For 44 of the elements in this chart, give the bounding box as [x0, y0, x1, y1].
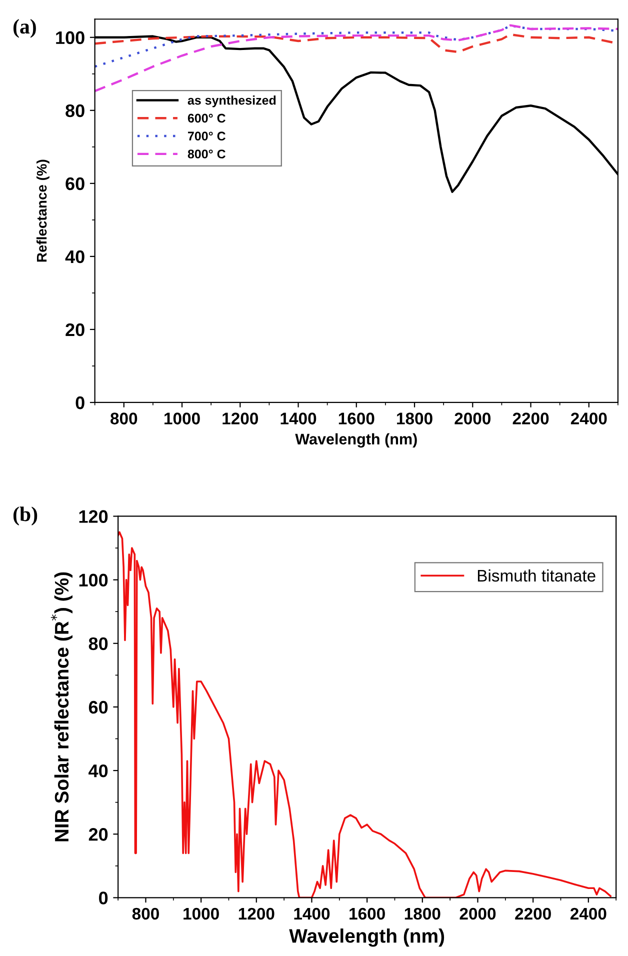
text: (b) [13, 506, 38, 526]
legend-label: 700° C [188, 132, 226, 141]
x-tick-label: 1600 [338, 412, 374, 424]
y-tick-label: 60 [88, 700, 108, 714]
x-tick-label: 1000 [164, 412, 200, 424]
y-tick-label: 60 [66, 177, 84, 190]
x-tick-label: 1000 [184, 908, 219, 920]
y-tick-label: 0 [76, 396, 84, 410]
y-tick-label: 20 [88, 828, 108, 841]
x-tick-label: 2200 [512, 412, 549, 424]
y-tick-label: 100 [56, 31, 84, 44]
x-axis-title: Wavelength (nm) [295, 433, 417, 448]
x-tick-label: 1600 [350, 908, 385, 920]
legend-label: as synthesized [188, 96, 276, 108]
y-axis-title: NIR Solar reflectance (R$^{*}$) (%) [50, 572, 72, 842]
legend-label: 600° C [188, 114, 226, 123]
line-series [118, 531, 612, 898]
x-tick-label: 1200 [238, 908, 274, 920]
y-tick-label: 80 [66, 104, 84, 118]
x-axis-title: Wavelength (nm) [289, 928, 444, 947]
y-tick-label: 100 [79, 574, 108, 587]
y-axis-title: Reflectance (%) [36, 160, 50, 262]
y-tick-label: 40 [88, 764, 108, 778]
x-tick-label: 1800 [404, 908, 440, 920]
legend-label: Bismuth titanate [478, 569, 596, 582]
x-tick-label: 2200 [515, 908, 551, 920]
legend-label: 800° C [188, 150, 226, 158]
x-tick-label: 1800 [397, 412, 432, 424]
y-tick-label: 80 [88, 637, 108, 650]
x-tick-label: 1400 [280, 412, 316, 424]
line-series [94, 24, 618, 92]
x-tick-label: 1200 [222, 412, 258, 424]
x-tick-label: 2400 [570, 908, 606, 920]
y-tick-label: 0 [99, 892, 108, 904]
x-tick-label: 1400 [294, 908, 330, 920]
x-tick-label: 800 [132, 908, 159, 920]
x-tick-label: 800 [110, 412, 138, 424]
y-tick-label: 120 [79, 510, 108, 523]
x-tick-label: 2400 [570, 412, 607, 424]
x-tick-label: 2000 [454, 412, 490, 424]
y-tick-label: 20 [66, 323, 84, 336]
text: (a) [13, 19, 36, 38]
x-tick-label: 2000 [460, 908, 496, 920]
y-tick-label: 40 [65, 250, 84, 264]
